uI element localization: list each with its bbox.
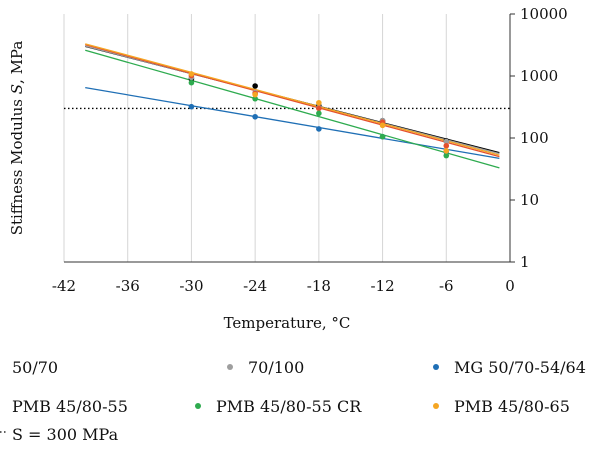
x-tick-label-6: -6 [439,277,454,295]
y-axis-title-symbol: S [8,84,26,94]
x-tick-label-18: -18 [307,277,331,295]
y-axis-title-unit: , MPa [8,41,26,84]
data-point-pmb-45-80-65-1 [188,71,195,77]
data-point-pmb-45-80-55-5 [443,142,450,149]
data-point-pmb-45-80-65-4 [379,122,386,129]
legend-marker-pmb-45-80-55-cr [195,403,201,409]
data-point-70-100-5 [443,138,450,145]
legend-label-70-100: 70/100 [248,358,304,377]
y-tick-label-10: 10 [520,191,539,209]
x-tick-label-30: -30 [179,277,203,295]
trend-line-pmb-45-80-55-cr [85,49,500,169]
x-tick-labels: -42 -36 -30 -24 -18 -12 -6 0 [52,277,515,295]
legend: 50/70 70/100 MG 50/70-54/64 PMB 45/80-55… [0,358,586,444]
grid-lines [63,14,447,262]
data-point-pmb-45-80-55-cr-1 [188,79,195,86]
x-axis-title: Temperature, °C [224,314,351,332]
legend-label-mg-50-70-54-64: MG 50/70-54/64 [454,358,586,377]
legend-marker-70-100 [227,364,233,370]
legend-marker-pmb-45-80-65 [433,403,439,409]
x-tick-label-12: -12 [370,277,394,295]
legend-item-pmb-45-80-55-cr: PMB 45/80-55 CR [195,397,362,416]
y-tick-label-1000: 1000 [520,67,558,85]
trend-line-pmb-45-80-65 [85,43,500,156]
legend-item-mg-50-70-54-64: MG 50/70-54/64 [433,358,586,377]
x-tick-label-36: -36 [116,277,140,295]
y-tick-label-10000: 10000 [520,5,568,23]
data-point-pmb-45-80-55-3 [316,105,322,112]
data-point-pmb-45-80-65-2 [252,91,258,98]
legend-item-50-70: 50/70 [12,358,58,377]
legend-label-50-70: 50/70 [12,358,58,377]
legend-item-pmb-45-80-55: PMB 45/80-55 [12,397,128,416]
y-axis-title: Stiffness Modulus S, MPa [8,41,26,236]
x-tick-label-42: -42 [52,277,76,295]
legend-item-reference-line: S = 300 MPa [0,425,119,444]
legend-label-reference-line: S = 300 MPa [12,425,119,444]
data-point-pmb-45-80-55-cr-2 [252,95,258,102]
data-point-mg-50-70-54-64-3 [316,126,322,132]
trend-line-pmb-45-80-55 [85,44,500,158]
data-point-mg-50-70-54-64-1 [188,103,195,110]
data-point-50-70-2 [252,83,258,89]
data-point-pmb-45-80-55-cr-4 [379,133,386,140]
legend-item-70-100: 70/100 [227,358,304,377]
x-tick-label-24: -24 [243,277,267,295]
y-axis-title-main: Stiffness Modulus [8,94,26,235]
y-tick-labels: 1 10 100 1000 10000 [510,5,568,271]
legend-label-pmb-45-80-65: PMB 45/80-65 [454,397,570,416]
x-tick-label-0: 0 [505,277,515,295]
data-point-mg-50-70-54-64-2 [252,113,258,120]
data-point-pmb-45-80-55-cr-5 [443,152,450,159]
legend-item-pmb-45-80-65: PMB 45/80-65 [433,397,570,416]
data-point-pmb-45-80-65-3 [316,99,322,106]
y-tick-label-100: 100 [520,129,549,147]
trend-line-mg-50-70-54-64 [85,86,500,159]
data-points [188,71,450,159]
data-point-pmb-45-80-55-cr-3 [316,110,322,117]
legend-label-pmb-45-80-55-cr: PMB 45/80-55 CR [216,397,362,416]
trend-lines [85,43,500,169]
y-tick-label-1: 1 [520,253,530,271]
data-point-pmb-45-80-65-5 [443,148,450,154]
legend-label-pmb-45-80-55: PMB 45/80-55 [12,397,128,416]
legend-marker-mg-50-70-54-64 [433,364,439,370]
